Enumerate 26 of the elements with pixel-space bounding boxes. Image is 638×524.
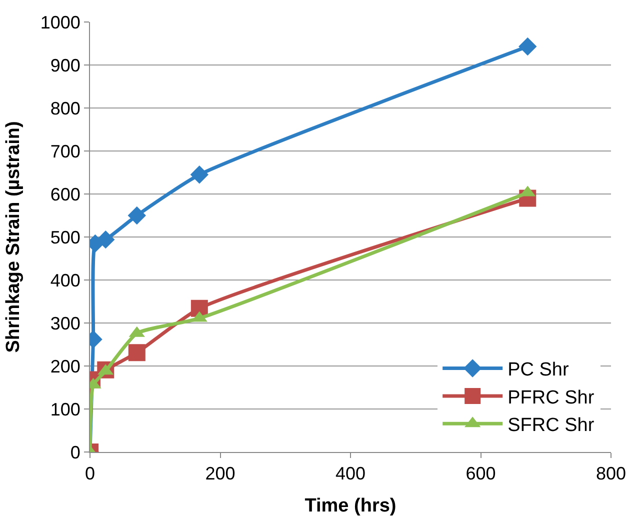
y-tick-label: 500 (50, 227, 80, 248)
y-tick-label: 700 (50, 141, 80, 162)
y-axis-title: Shrinkage Strain (µstrain) (3, 121, 24, 353)
y-tick-label: 200 (50, 356, 80, 376)
legend-label: PC Shr (508, 360, 570, 381)
legend-label: SFRC Shr (508, 415, 595, 436)
y-tick-label: 300 (50, 313, 80, 334)
x-tick-label: 400 (335, 464, 366, 484)
y-tick-label: 900 (50, 55, 80, 76)
x-tick-label: 200 (205, 464, 236, 484)
point (128, 206, 146, 225)
point (518, 37, 537, 56)
y-tick-label: 0 (70, 442, 80, 462)
x-axis-title: Time (hrs) (304, 495, 396, 516)
point (96, 230, 115, 249)
x-tick-label: 600 (466, 464, 496, 484)
y-tick-label: 600 (50, 184, 80, 204)
x-tick-label: 800 (596, 464, 626, 484)
y-tick-label: 1000 (40, 12, 80, 32)
x-tick-label: 0 (84, 464, 96, 484)
y-tick-label: 100 (50, 399, 80, 420)
point (128, 344, 146, 362)
y-tick-label: 400 (50, 270, 80, 290)
y-tick-label: 800 (50, 98, 80, 118)
legend-label: PFRC Shr (508, 387, 595, 408)
point (190, 166, 209, 184)
